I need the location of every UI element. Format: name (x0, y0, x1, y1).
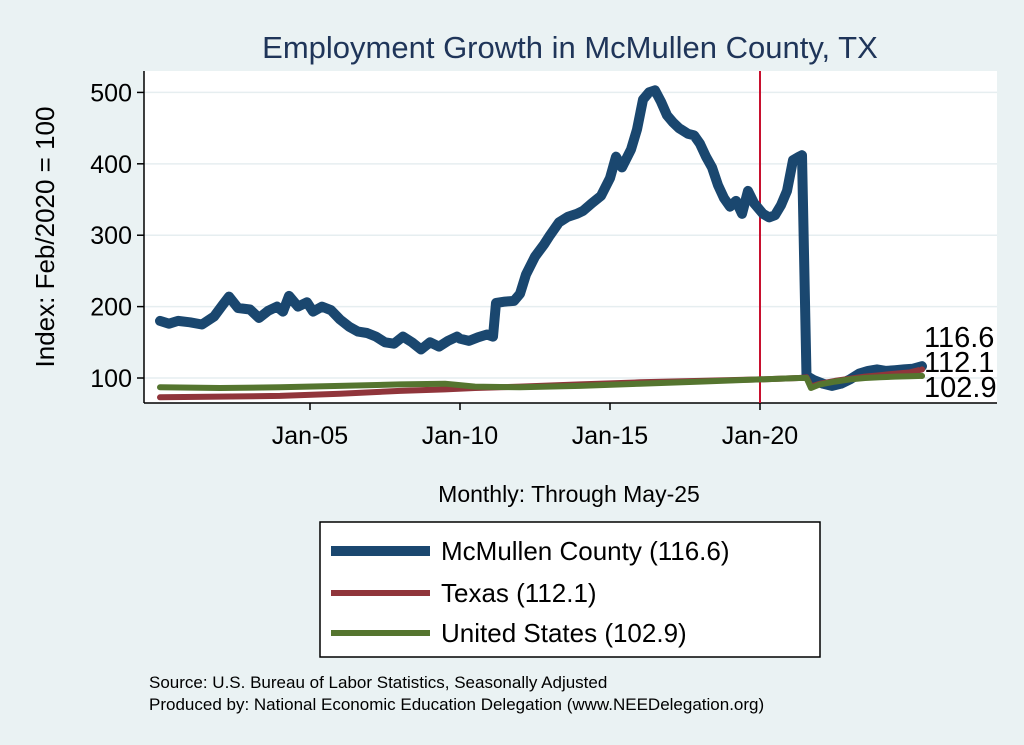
y-tick-label: 100 (90, 365, 132, 393)
legend-label: Texas (112.1) (441, 578, 597, 608)
series-line-mcmullen-county (155, 85, 927, 391)
end-label-texas: 112.1 (924, 347, 994, 379)
x-tick-label: Jan-15 (572, 422, 648, 450)
chart-title: Employment Growth in McMullen County, TX (262, 30, 878, 65)
y-tick-label: 200 (90, 294, 132, 322)
source-line-1: Source: U.S. Bureau of Labor Statistics,… (149, 673, 607, 692)
y-axis-label: Index: Feb/2020 = 100 (30, 107, 60, 368)
source-line-2: Produced by: National Economic Education… (149, 695, 764, 714)
plot-area (144, 71, 997, 403)
end-label-united-states: 102.9 (924, 372, 997, 404)
x-axis-label: Monthly: Through May-25 (438, 481, 700, 507)
legend-label: United States (102.9) (441, 618, 687, 648)
x-tick-label: Jan-10 (422, 422, 498, 450)
x-tick-label: Jan-05 (272, 422, 348, 450)
x-tick-label: Jan-20 (722, 422, 798, 450)
y-tick-label: 500 (90, 79, 132, 107)
legend-label: McMullen County (116.6) (441, 536, 730, 566)
y-tick-label: 400 (90, 151, 132, 179)
series-line-united-states (157, 372, 925, 391)
series-endpoint (919, 366, 925, 373)
series-endpoint (919, 372, 925, 379)
y-tick-label: 300 (90, 222, 132, 250)
end-label-mcmullen-county: 116.6 (924, 322, 994, 354)
